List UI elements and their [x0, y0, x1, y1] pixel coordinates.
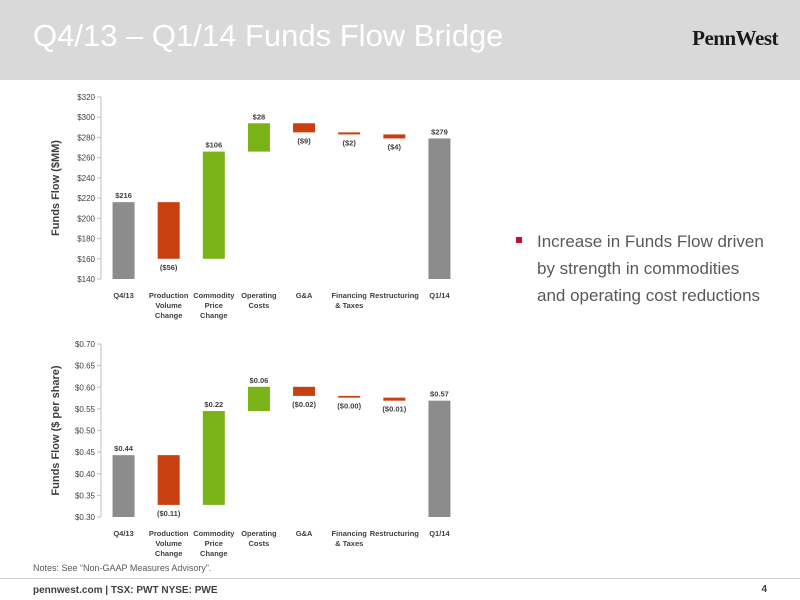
x-category-label: Q4/13 [113, 291, 133, 300]
notes-text: Notes: See “Non-GAAP Measures Advisory”. [33, 563, 212, 573]
y-tick-label: $200 [77, 214, 95, 223]
slide-title: Q4/13 – Q1/14 Funds Flow Bridge [33, 18, 504, 53]
x-category-label: Q4/13 [113, 529, 133, 538]
x-category-label: & Taxes [335, 301, 363, 310]
y-tick-label: $160 [77, 255, 95, 264]
y-tick-label: $0.45 [75, 448, 96, 457]
x-category-label: Operating [241, 291, 277, 300]
y-tick-label: $320 [77, 93, 95, 102]
x-category-label: Change [155, 311, 183, 320]
data-label: $0.57 [430, 390, 449, 399]
y-tick-label: $0.35 [75, 491, 96, 500]
x-category-label: Volume [155, 539, 182, 548]
bullet-marker-icon [516, 237, 522, 243]
data-label: $106 [205, 141, 222, 150]
x-category-label: Financing [331, 291, 367, 300]
waterfall-bar [247, 386, 270, 412]
x-category-label: & Taxes [335, 539, 363, 548]
y-tick-label: $0.55 [75, 405, 96, 414]
summary-bullet-text: Increase in Funds Flow driven by strengt… [537, 232, 764, 305]
y-tick-label: $260 [77, 154, 95, 163]
waterfall-bar [383, 397, 406, 401]
y-tick-label: $140 [77, 275, 95, 284]
data-label: ($0.01) [382, 405, 406, 414]
data-label: $0.44 [114, 444, 134, 453]
pennwest-logo: PennWest [692, 26, 778, 50]
data-label: $279 [431, 127, 448, 136]
funds-flow-per-share-chart: $0.30 $0.35 $0.40 $0.45 $0.50 $0.55 $0.60 $0.65… [50, 340, 451, 558]
x-category-label: Restructuring [370, 529, 420, 538]
x-category-label: Costs [249, 539, 270, 548]
x-category-label: Change [200, 549, 228, 558]
title-bar: Q4/13 – Q1/14 Funds Flow Bridge PennWest [0, 0, 800, 80]
waterfall-bar [202, 411, 225, 505]
data-label: ($56) [160, 263, 178, 272]
waterfall-bar [202, 151, 225, 259]
y-tick-label: $240 [77, 174, 95, 183]
y-axis-title: Funds Flow ($MM) [50, 140, 62, 236]
x-category-label: Change [200, 311, 228, 320]
y-tick-label: $0.30 [75, 513, 96, 522]
x-category-label: Q1/14 [429, 529, 450, 538]
footer-divider [0, 578, 800, 579]
data-label: ($4) [388, 142, 402, 151]
data-label: $216 [115, 191, 132, 200]
y-tick-label: $220 [77, 194, 95, 203]
waterfall-bar [112, 455, 135, 517]
y-tick-label: $0.40 [75, 470, 96, 479]
waterfall-bar [247, 123, 270, 152]
y-axis-title: Funds Flow ($ per share) [50, 365, 62, 496]
y-tick-label: $0.50 [75, 427, 96, 436]
x-category-label: Commodity [193, 291, 235, 300]
y-tick-label: $0.65 [75, 362, 96, 371]
x-category-label: Operating [241, 529, 277, 538]
y-tick-label: $280 [77, 133, 95, 142]
x-category-label: Production [149, 529, 189, 538]
y-tick-label: $300 [77, 113, 95, 122]
x-category-label: G&A [296, 529, 313, 538]
x-category-label: Price [205, 539, 223, 548]
data-label: $0.06 [250, 376, 269, 385]
waterfall-bar [293, 386, 316, 396]
footer-text: pennwest.com | TSX: PWT NYSE: PWE [33, 585, 218, 596]
waterfall-bar [157, 202, 180, 259]
waterfall-bar [338, 132, 361, 135]
x-category-label: Financing [331, 529, 367, 538]
waterfall-bar [293, 123, 316, 133]
x-category-label: Volume [155, 301, 182, 310]
waterfall-bar [157, 455, 180, 505]
data-label: $28 [253, 112, 266, 121]
page-number: 4 [761, 584, 767, 595]
waterfall-bar [428, 138, 451, 279]
y-tick-label: $0.60 [75, 383, 96, 392]
x-category-label: Change [155, 549, 183, 558]
data-label: ($2) [343, 138, 357, 147]
waterfall-bar [428, 400, 451, 517]
x-category-label: Restructuring [370, 291, 420, 300]
data-label: ($0.11) [157, 509, 181, 518]
y-tick-label: $180 [77, 235, 95, 244]
waterfall-bar [383, 134, 406, 139]
x-category-label: Q1/14 [429, 291, 450, 300]
data-label: $0.22 [204, 400, 223, 409]
x-category-label: Production [149, 291, 189, 300]
waterfall-bar [338, 395, 361, 398]
funds-flow-mm-chart: $140 $160 $180 $200 $220 $240 $260 $280 $300 $320… [50, 93, 451, 320]
data-label: ($0.00) [337, 402, 361, 411]
y-tick-label: $0.70 [75, 340, 96, 349]
x-category-label: Commodity [193, 529, 235, 538]
waterfall-bar [112, 202, 135, 279]
x-category-label: G&A [296, 291, 313, 300]
x-category-label: Price [205, 301, 223, 310]
data-label: ($0.02) [292, 400, 316, 409]
x-category-label: Costs [249, 301, 270, 310]
data-label: ($9) [297, 136, 311, 145]
